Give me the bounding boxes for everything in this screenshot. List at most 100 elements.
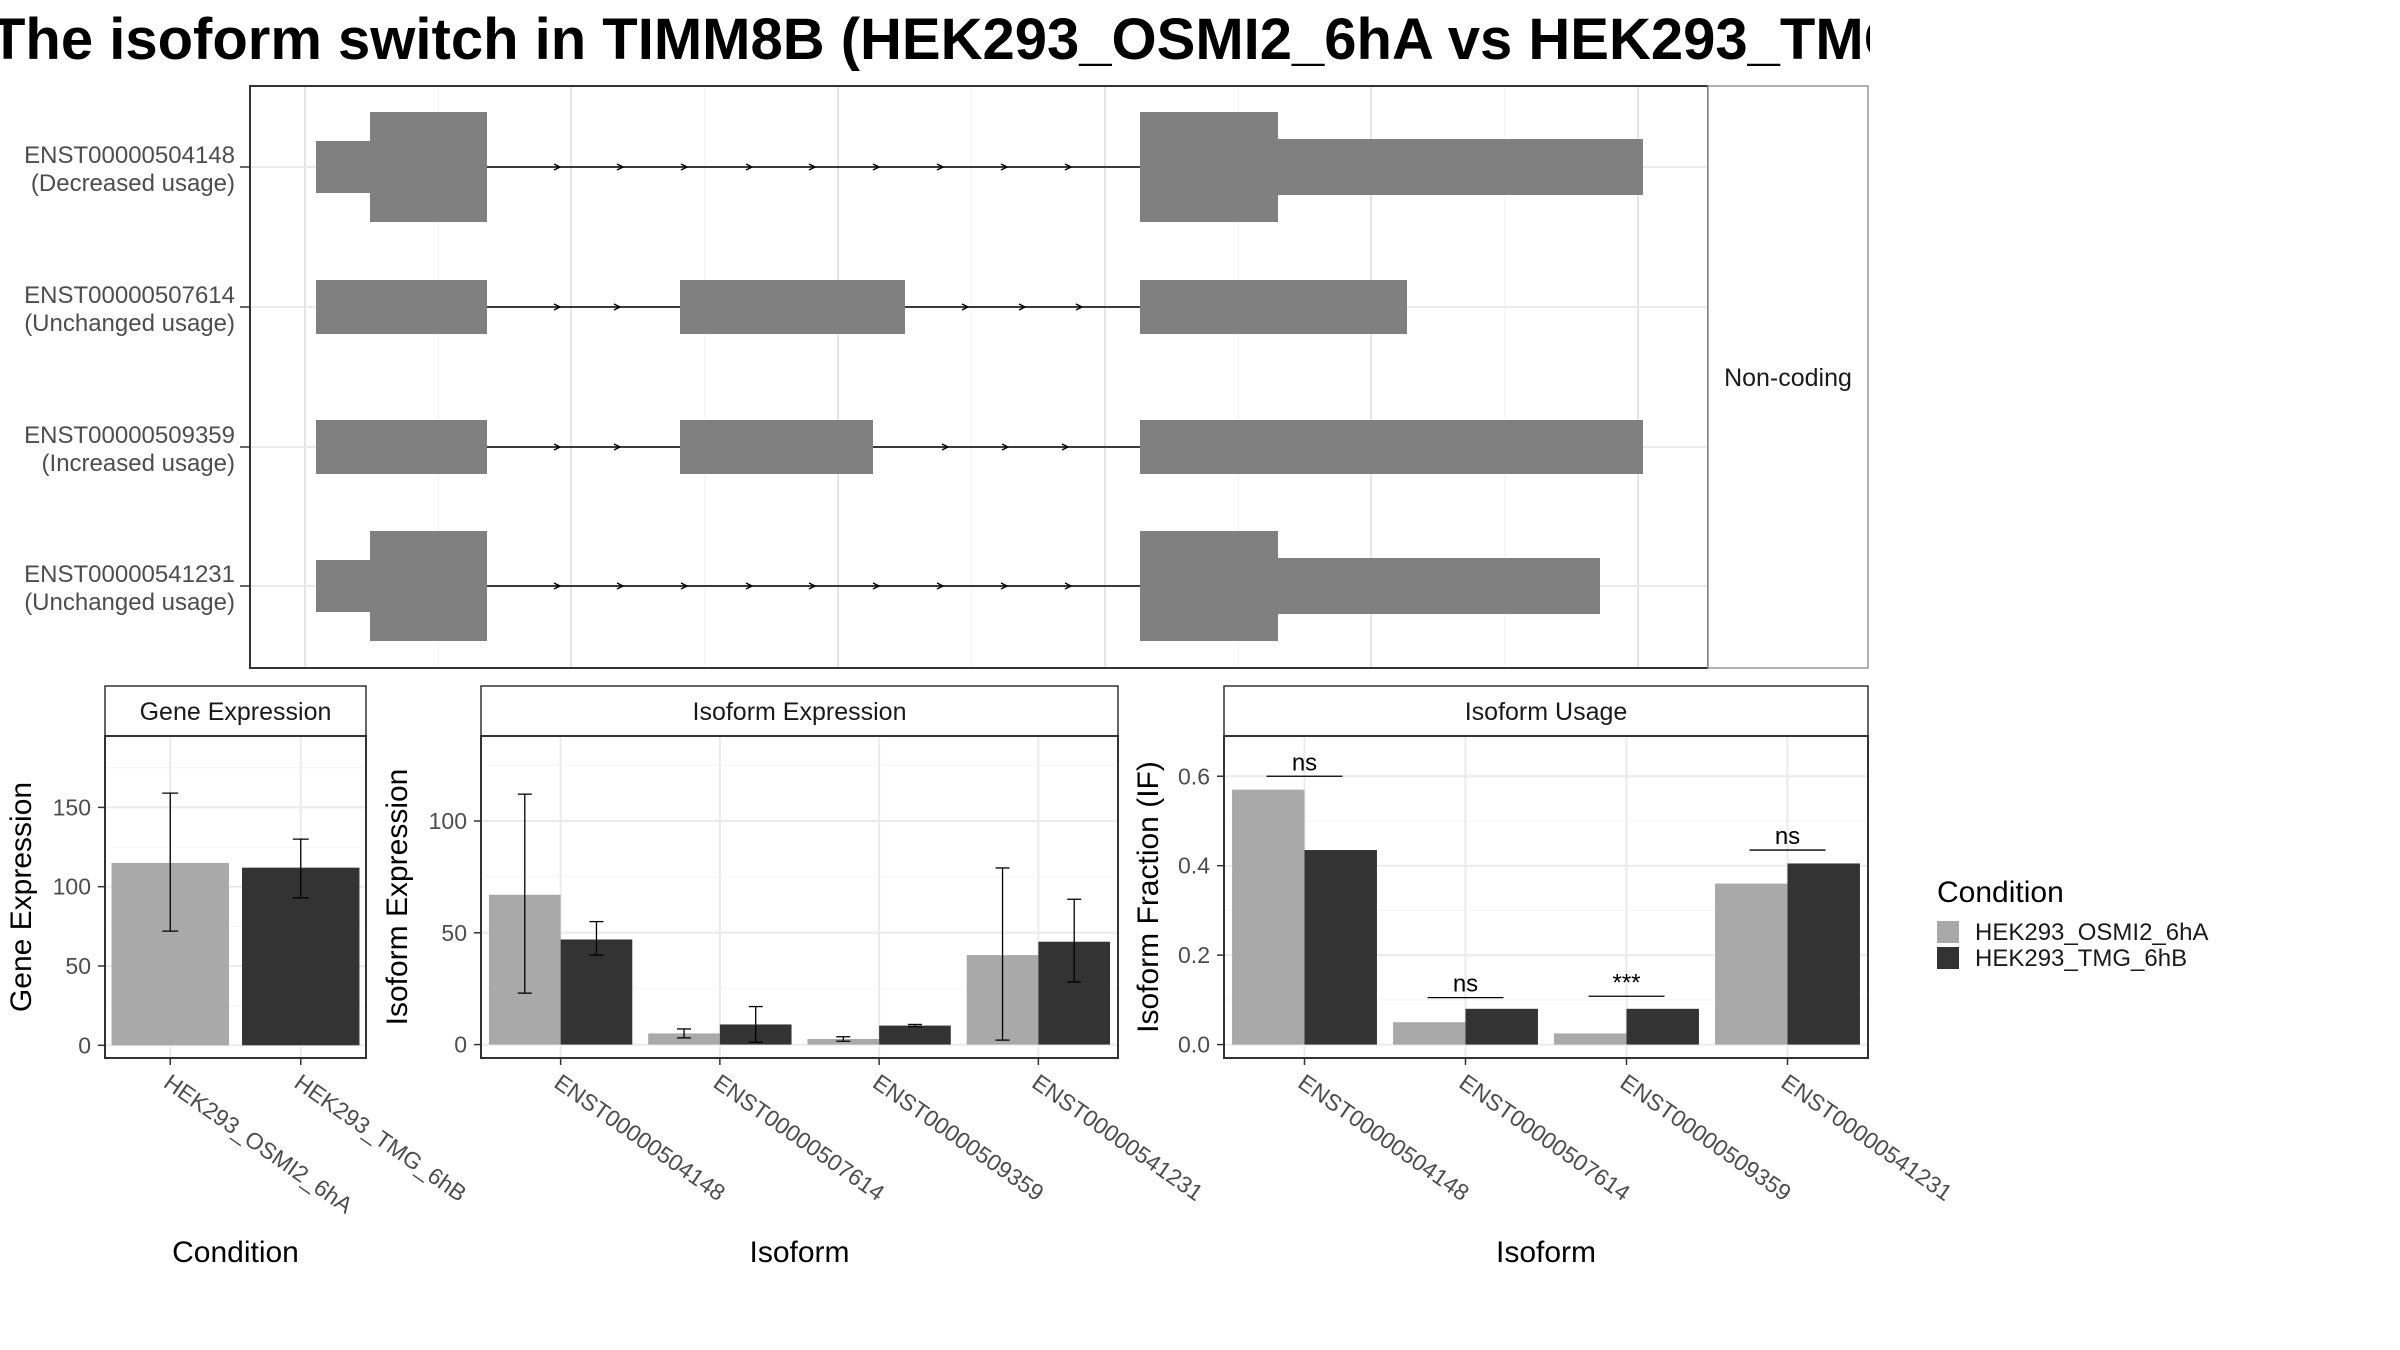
exon-block: [316, 420, 487, 474]
direction-arrow: [1000, 582, 1009, 590]
x-axis-title: Isoform: [749, 1236, 849, 1269]
exon-block: [370, 112, 487, 222]
transcript-row-ENST00000509359: [316, 420, 1643, 474]
direction-arrow: [1000, 163, 1009, 171]
panel-strip: [480, 685, 1119, 737]
legend-title: Condition: [1937, 876, 2064, 909]
significance-label: ns: [1292, 749, 1317, 776]
legend-label: HEK293_TMG_6hB: [1975, 945, 2187, 972]
transcript-usage-label: (Decreased usage): [31, 170, 235, 197]
legend-swatch: [1937, 921, 1959, 943]
bar-HEK293_TMG_6hB-ENST00000541231: [1787, 863, 1860, 1045]
panel-title: Isoform Expression: [693, 698, 907, 726]
transcript-usage-label: (Unchanged usage): [24, 310, 235, 337]
direction-arrow: [961, 303, 970, 311]
bar-HEK293_OSMI2_6hA-ENST00000541231: [1715, 883, 1788, 1045]
exon-block: [316, 141, 370, 193]
panel-title: Isoform Usage: [1465, 698, 1628, 726]
direction-arrow: [745, 582, 754, 590]
exon-block: [1278, 139, 1643, 195]
x-tick-label: ENST00000504148: [550, 1069, 730, 1206]
y-tick-label: 50: [441, 920, 467, 946]
exon-block: [1140, 420, 1643, 474]
transcript-row-ENST00000541231: [316, 531, 1600, 641]
y-axis-title: Gene Expression: [5, 782, 38, 1012]
transcript-usage-label: (Increased usage): [42, 450, 235, 477]
bar-HEK293_TMG_6hB-ENST00000507614: [1465, 1008, 1538, 1045]
transcript-row-ENST00000504148: [316, 112, 1643, 222]
y-axis-title: Isoform Fraction (IF): [1132, 761, 1165, 1033]
y-tick-label: 150: [53, 794, 91, 820]
direction-arrow: [941, 443, 950, 451]
direction-arrow: [872, 582, 881, 590]
plot-border: [104, 735, 367, 1059]
bar-HEK293_TMG_6hB-ENST00000509359: [1626, 1008, 1699, 1045]
y-tick-label: 100: [429, 808, 467, 834]
transcript-id-label: ENST00000507614: [24, 282, 235, 309]
strip-label: Non-coding: [1724, 364, 1852, 392]
x-tick-label: ENST00000507614: [1455, 1069, 1636, 1206]
panel-title: Gene Expression: [140, 698, 332, 726]
x-tick-label: ENST00000509359: [868, 1069, 1048, 1206]
direction-arrow: [553, 443, 562, 451]
legend-label: HEK293_OSMI2_6hA: [1975, 919, 2208, 946]
x-axis-title: Isoform: [1496, 1236, 1596, 1269]
exon-block: [1278, 558, 1600, 614]
gene-structure-panel: Non-coding ENST00000504148(Decreased usag…: [24, 85, 1869, 669]
x-tick-label: ENST00000507614: [709, 1069, 890, 1206]
direction-arrow: [616, 582, 625, 590]
direction-arrow: [872, 163, 881, 171]
y-axis-title: Isoform Expression: [381, 769, 414, 1026]
transcript-id-label: ENST00000541231: [24, 561, 235, 588]
direction-arrow: [616, 163, 625, 171]
strip-box: [1707, 85, 1869, 669]
direction-arrow: [936, 582, 945, 590]
direction-arrow: [553, 303, 562, 311]
y-tick-label: 0.2: [1178, 942, 1210, 968]
y-tick-label: 0: [454, 1032, 467, 1058]
isoform-expression-panel: Isoform Expression050100ENST00000504148E…: [381, 685, 1208, 1269]
direction-arrow: [1018, 303, 1027, 311]
direction-arrow: [680, 163, 689, 171]
bar-HEK293_OSMI2_6hA-ENST00000507614: [648, 1033, 720, 1045]
direction-arrow: [553, 163, 562, 171]
plot-border: [480, 735, 1119, 1059]
legend-swatch: [1937, 947, 1959, 969]
x-tick-label: ENST00000504148: [1294, 1069, 1474, 1206]
y-tick-label: 0.0: [1178, 1032, 1210, 1058]
exon-block: [680, 280, 905, 334]
y-tick-label: 0: [78, 1032, 91, 1058]
y-tick-label: 0.4: [1178, 853, 1210, 879]
direction-arrow: [553, 582, 562, 590]
direction-arrow: [1075, 303, 1084, 311]
exon-block: [1140, 531, 1278, 641]
significance-label: ns: [1453, 971, 1478, 998]
transcript-row-ENST00000507614: [316, 280, 1407, 334]
direction-arrow: [1064, 582, 1073, 590]
bar-HEK293_TMG_6hB-ENST00000509359: [879, 1025, 951, 1045]
plot-border: [1223, 735, 1869, 1059]
x-tick-label: ENST00000541231: [1028, 1069, 1208, 1206]
panel-strip: [1223, 685, 1869, 737]
panel-strip: [104, 685, 367, 737]
exon-block: [1140, 112, 1278, 222]
bar-HEK293_OSMI2_6hA-ENST00000504148: [1232, 789, 1305, 1045]
page-title: The isoform switch in TIMM8B (HEK293_OSM…: [0, 7, 1870, 72]
transcript-id-label: ENST00000509359: [24, 422, 235, 449]
direction-arrow: [808, 582, 817, 590]
y-tick-label: 0.6: [1178, 763, 1210, 789]
x-tick-label: ENST00000541231: [1777, 1069, 1957, 1206]
direction-arrow: [808, 163, 817, 171]
exon-block: [316, 560, 370, 612]
x-axis-title: Condition: [172, 1236, 299, 1269]
direction-arrow: [936, 163, 945, 171]
direction-arrow: [1061, 443, 1070, 451]
bar-HEK293_OSMI2_6hA-ENST00000509359: [1554, 1033, 1627, 1045]
direction-arrow: [745, 163, 754, 171]
direction-arrow: [1064, 163, 1073, 171]
direction-arrow: [1001, 443, 1010, 451]
transcript-id-label: ENST00000504148: [24, 142, 235, 169]
bar-HEK293_TMG_6hB-ENST00000504148: [1304, 850, 1377, 1045]
